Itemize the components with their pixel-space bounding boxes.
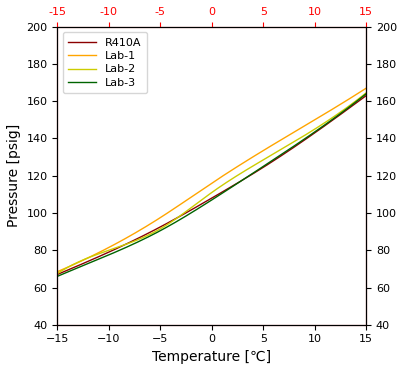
R410A xyxy=(239,178,244,183)
R410A xyxy=(308,134,313,138)
Lab-3 xyxy=(202,203,206,207)
Lab-1 xyxy=(364,86,368,91)
Lab-1 xyxy=(308,120,313,125)
Lab-3 xyxy=(308,132,313,137)
R410A xyxy=(202,200,206,205)
Lab-1 xyxy=(356,91,361,95)
Line: Lab-1: Lab-1 xyxy=(57,88,366,272)
R410A xyxy=(55,272,60,277)
R410A xyxy=(222,188,227,193)
Y-axis label: Pressure [psig]: Pressure [psig] xyxy=(7,124,21,227)
Lab-2 xyxy=(204,194,208,199)
R410A xyxy=(356,99,361,103)
Lab-1 xyxy=(239,162,244,167)
Lab-3 xyxy=(356,98,361,102)
Lab-2 xyxy=(364,91,368,95)
Lab-2 xyxy=(308,129,313,134)
Lab-1 xyxy=(202,186,206,191)
Lab-2 xyxy=(239,171,244,175)
R410A xyxy=(364,93,368,98)
Lab-3 xyxy=(239,179,244,183)
Line: Lab-3: Lab-3 xyxy=(57,94,366,276)
Lab-3 xyxy=(222,190,227,194)
Lab-1 xyxy=(55,269,60,274)
Lab-2 xyxy=(356,96,361,101)
Lab-3 xyxy=(55,274,60,279)
Lab-1 xyxy=(204,185,208,189)
Lab-2 xyxy=(55,271,60,276)
Line: Lab-2: Lab-2 xyxy=(57,93,366,273)
Lab-2 xyxy=(222,181,227,186)
Lab-3 xyxy=(364,92,368,96)
Lab-3 xyxy=(204,201,208,206)
X-axis label: Temperature [℃]: Temperature [℃] xyxy=(152,350,271,364)
Legend: R410A, Lab-1, Lab-2, Lab-3: R410A, Lab-1, Lab-2, Lab-3 xyxy=(63,32,147,93)
Line: R410A: R410A xyxy=(57,96,366,275)
Lab-1 xyxy=(222,173,227,177)
R410A xyxy=(204,199,208,204)
Lab-2 xyxy=(202,196,206,200)
